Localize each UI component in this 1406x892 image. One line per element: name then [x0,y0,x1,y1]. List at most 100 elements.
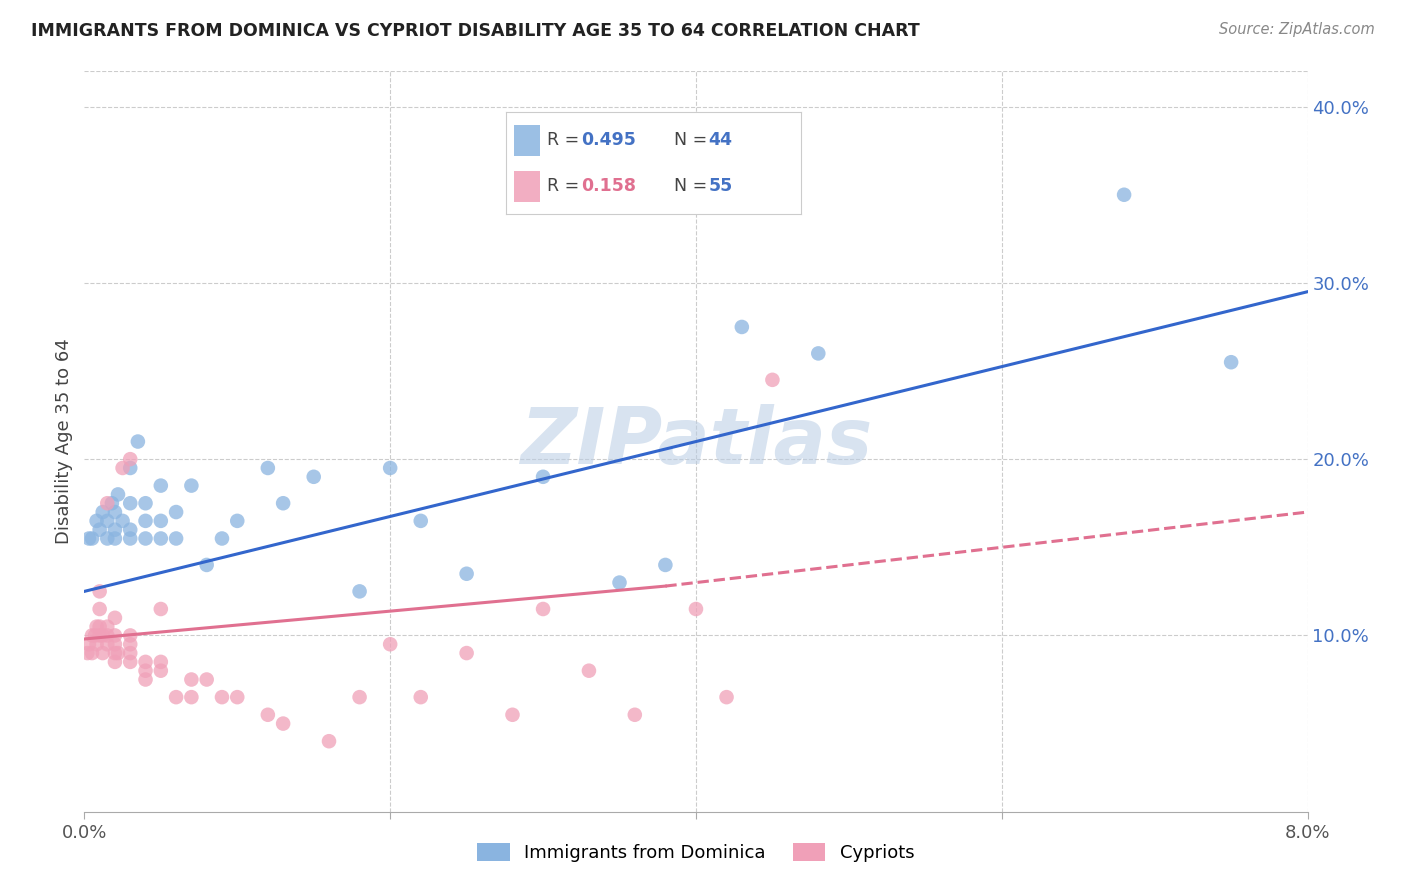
Point [318,734,340,748]
Point [349,690,371,705]
Point [654,558,676,572]
Point [456,566,478,581]
Point [149,478,172,492]
Point [111,514,134,528]
Point [349,584,371,599]
Point [226,514,249,528]
Point [731,320,754,334]
Text: R =: R = [547,178,585,195]
Point [96,532,118,546]
Point [716,690,738,705]
Point [409,514,432,528]
Bar [513,171,540,202]
Point [91,505,114,519]
Point [149,532,172,546]
Point [104,655,127,669]
Point [120,496,142,510]
Point [685,602,707,616]
Point [135,655,157,669]
Point [531,470,554,484]
Point [271,716,294,731]
Point [502,707,524,722]
Point [89,628,111,642]
Point [257,461,280,475]
Point [195,673,218,687]
Point [624,707,647,722]
Text: 0.495: 0.495 [582,131,637,149]
Point [195,558,218,572]
Point [1114,187,1136,202]
Point [120,532,142,546]
Point [80,628,103,642]
Point [578,664,600,678]
Point [89,584,111,599]
Point [609,575,631,590]
Point [211,690,233,705]
Point [257,707,280,722]
Point [135,673,157,687]
Point [380,637,402,651]
Point [77,532,100,546]
Point [91,646,114,660]
Point [180,478,202,492]
Point [89,602,111,616]
Point [107,646,129,660]
Point [226,690,249,705]
Point [180,673,202,687]
Point [165,505,187,519]
Point [135,496,157,510]
Point [149,602,172,616]
Point [120,523,142,537]
Point [96,496,118,510]
Point [409,690,432,705]
Text: ZIPatlas: ZIPatlas [520,403,872,480]
Text: N =: N = [675,178,713,195]
Point [1220,355,1243,369]
Point [531,602,554,616]
Point [104,532,127,546]
Text: 0.158: 0.158 [582,178,637,195]
Point [107,487,129,501]
Point [149,664,172,678]
Point [211,532,233,546]
Point [149,514,172,528]
Point [271,496,294,510]
Text: 55: 55 [709,178,733,195]
Point [96,619,118,633]
Point [120,461,142,475]
Point [80,646,103,660]
Point [120,452,142,467]
Point [120,628,142,642]
Point [80,532,103,546]
Point [120,637,142,651]
Point [135,664,157,678]
Legend: Immigrants from Dominica, Cypriots: Immigrants from Dominica, Cypriots [470,836,922,870]
Point [807,346,830,360]
Point [104,611,127,625]
Point [86,514,108,528]
Point [86,637,108,651]
Point [135,514,157,528]
Point [91,628,114,642]
Point [86,619,108,633]
Point [120,646,142,660]
Point [104,637,127,651]
Point [104,505,127,519]
Point [89,523,111,537]
Point [380,461,402,475]
Point [302,470,325,484]
Point [96,514,118,528]
Point [165,690,187,705]
Point [104,646,127,660]
Point [135,532,157,546]
Text: N =: N = [675,131,713,149]
Point [165,532,187,546]
Point [96,628,118,642]
Point [77,637,100,651]
Point [149,655,172,669]
Point [456,646,478,660]
Point [84,628,107,642]
Point [120,655,142,669]
Point [104,628,127,642]
Text: R =: R = [547,131,585,149]
